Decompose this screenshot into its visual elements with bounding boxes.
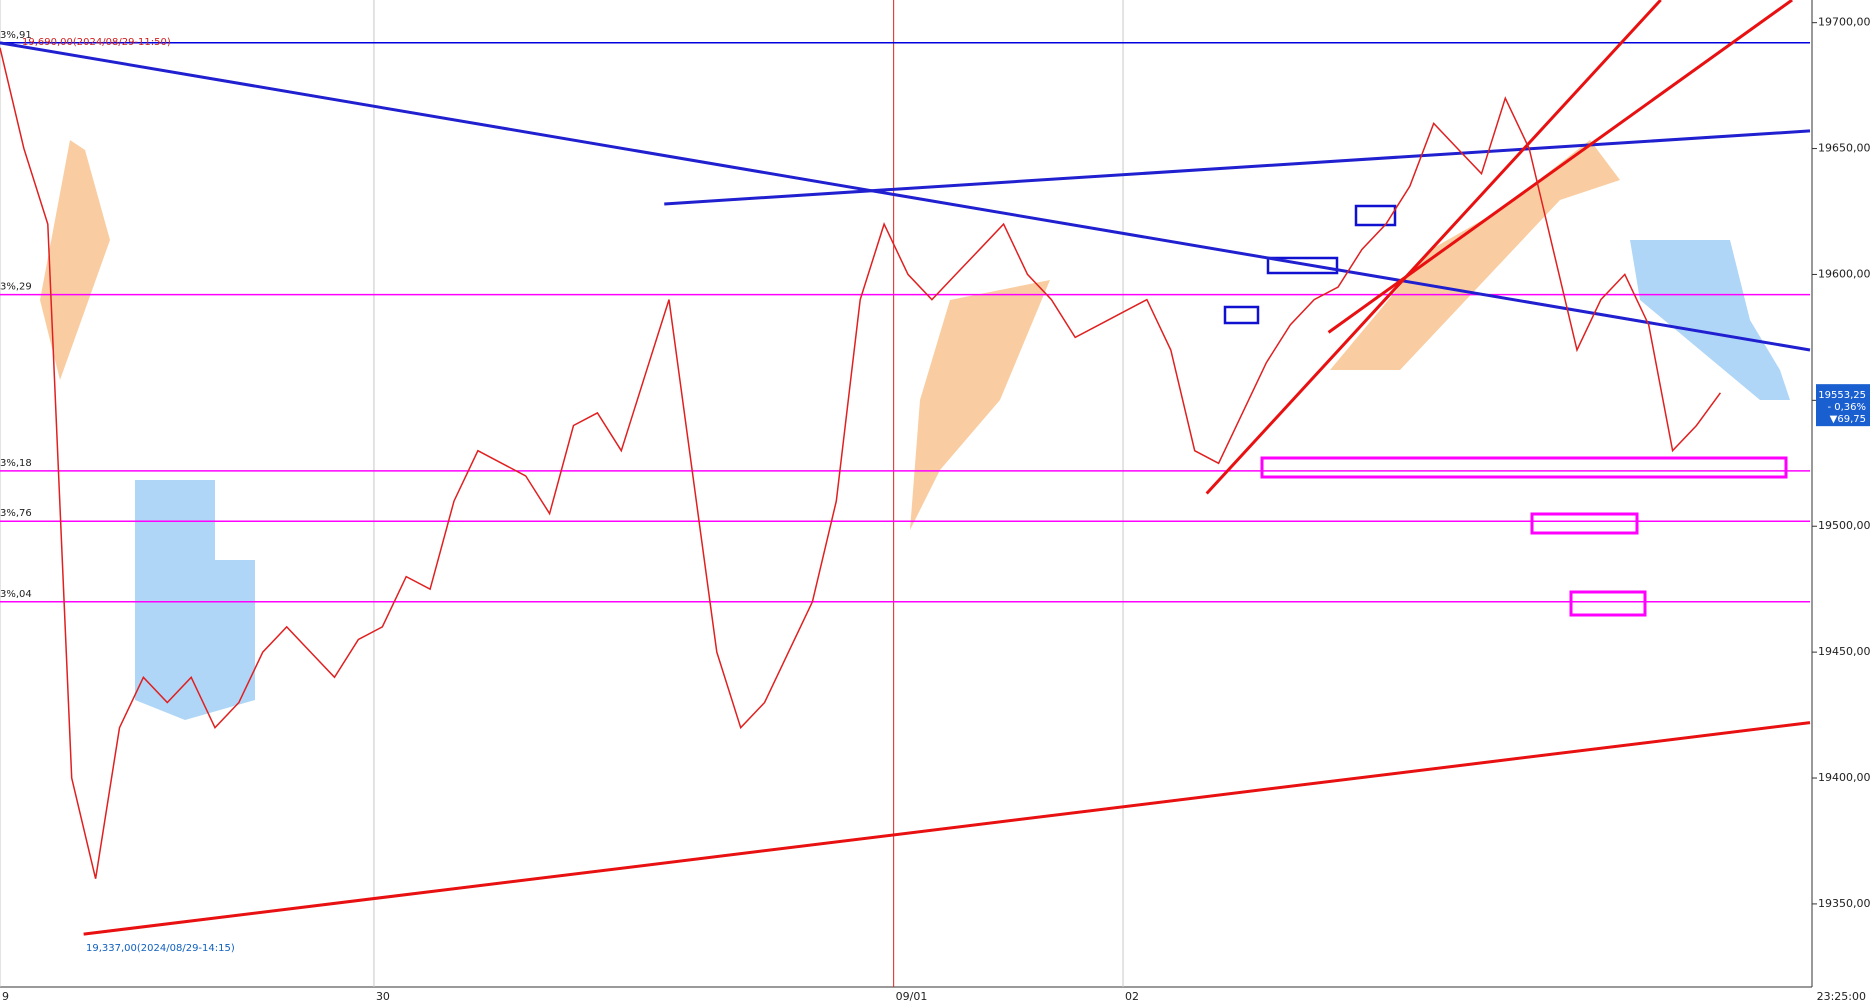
y-tick-label: 19700,00 (1818, 16, 1871, 29)
low-note: 19,337,00(2024/08/29-14:15) (86, 943, 235, 954)
price-tag-label: - 0,36% (1827, 402, 1866, 413)
y-tick-label: 19500,00 (1818, 519, 1871, 532)
level-label: 3%,04 (0, 589, 32, 600)
y-tick-label: 19350,00 (1818, 897, 1871, 910)
price-tag-label: ▼69,75 (1830, 414, 1866, 425)
x-tick-label: 30 (376, 990, 390, 1003)
level-label: 3%,18 (0, 458, 32, 469)
zone-box (1354, 204, 1397, 227)
trend-line (664, 129, 1811, 206)
zone-box (1569, 590, 1647, 617)
y-tick-label: 19400,00 (1818, 771, 1871, 784)
trend-line (1205, 0, 1662, 495)
zone-box (1260, 456, 1788, 479)
time-label: 23:25:00 (1817, 990, 1866, 1003)
zone-box (1530, 512, 1639, 535)
price-tag (1816, 384, 1870, 427)
trend-line (0, 41, 1811, 352)
x-tick-label: 9 (2, 990, 9, 1003)
x-tick-label: 02 (1125, 990, 1139, 1003)
trend-line (83, 721, 1811, 936)
cloud (1630, 240, 1790, 400)
cloud (1330, 140, 1620, 370)
level-label: 3%,76 (0, 508, 32, 519)
price-line (0, 47, 1722, 879)
cloud (910, 280, 1050, 530)
x-tick-label: 09/01 (896, 990, 928, 1003)
zone-box (1266, 256, 1339, 275)
level-label: 3%,91 (0, 30, 32, 41)
y-tick-label: 19650,00 (1818, 142, 1871, 155)
y-tick-label: 19450,00 (1818, 645, 1871, 658)
zone-box (1223, 305, 1260, 325)
cloud (135, 480, 255, 720)
price-tag-label: 19553,25 (1818, 390, 1866, 401)
trend-line (1327, 0, 1793, 334)
cloud (40, 140, 110, 380)
high-note: 19,690,00(2024/08/29-11:50) (22, 37, 171, 48)
y-tick-label: 19600,00 (1818, 267, 1871, 280)
level-label: 3%,29 (0, 282, 32, 293)
